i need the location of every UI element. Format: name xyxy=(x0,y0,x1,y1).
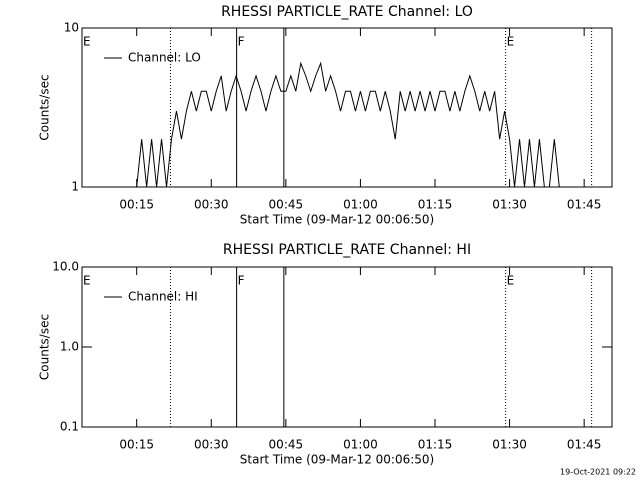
legend-label: Channel: HI xyxy=(128,290,198,304)
x-axis-title: Start Time (09-Mar-12 00:06:50) xyxy=(240,213,434,227)
x-tick-label: 01:30 xyxy=(492,438,527,452)
x-axis-title: Start Time (09-Mar-12 00:06:50) xyxy=(240,453,434,467)
annotation: E xyxy=(83,35,91,49)
x-tick-label: 01:45 xyxy=(567,438,602,452)
annotation: E xyxy=(507,35,515,49)
x-tick-label: 01:15 xyxy=(418,198,453,212)
x-tick-label: 01:15 xyxy=(418,438,453,452)
annotation: F xyxy=(238,35,245,49)
y-tick-label: 10 xyxy=(64,21,79,35)
x-tick-label: 00:45 xyxy=(269,198,304,212)
x-tick-label: 00:30 xyxy=(194,198,229,212)
data-line xyxy=(136,61,565,188)
annotation: E xyxy=(83,274,91,288)
y-tick-label: 10.0 xyxy=(52,260,79,274)
y-axis-title: Counts/sec xyxy=(38,74,52,140)
y-axis-title: Counts/sec xyxy=(38,314,52,380)
annotation: F xyxy=(238,274,245,288)
x-tick-label: 01:45 xyxy=(567,198,602,212)
y-tick-label: 1 xyxy=(71,180,79,194)
y-tick-label: 1.0 xyxy=(60,340,79,354)
annotation: E xyxy=(507,274,515,288)
x-tick-label: 01:30 xyxy=(492,198,527,212)
y-tick-label: 0.1 xyxy=(60,420,79,434)
x-tick-label: 00:45 xyxy=(269,438,304,452)
plot-frame xyxy=(81,27,613,188)
legend-label: Channel: LO xyxy=(128,51,201,65)
chart-title: RHESSI PARTICLE_RATE Channel: HI xyxy=(223,242,471,258)
x-tick-label: 01:00 xyxy=(343,438,378,452)
x-tick-label: 00:15 xyxy=(119,438,154,452)
x-tick-label: 00:15 xyxy=(119,198,154,212)
x-tick-label: 01:00 xyxy=(343,198,378,212)
footer: 19-Oct-2021 09:22 xyxy=(560,468,636,477)
chart-title: RHESSI PARTICLE_RATE Channel: LO xyxy=(221,4,473,20)
x-tick-label: 00:30 xyxy=(194,438,229,452)
